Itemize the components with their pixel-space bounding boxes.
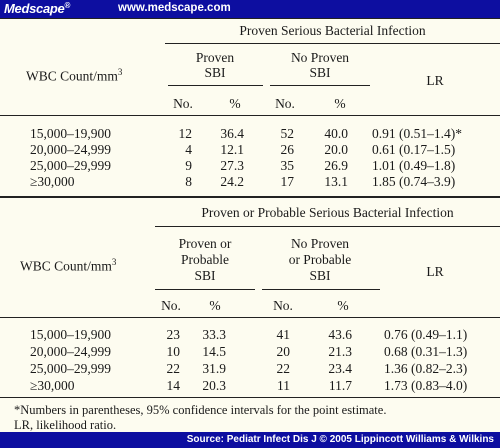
- table1-col-no2: No.: [275, 96, 295, 111]
- table1-header-rule: [0, 115, 500, 116]
- table1-col-pct1: %: [229, 96, 241, 111]
- table1-title: Proven Serious Bacterial Infection: [239, 23, 426, 38]
- table1-col-pct2: %: [334, 96, 346, 111]
- table-row-lr: 1.01 (0.49–1.8): [372, 158, 456, 173]
- table-row-p2: 40.0: [324, 126, 348, 141]
- table-row-p2: 21.3: [328, 344, 352, 359]
- table-row-p1: 36.4: [220, 126, 244, 141]
- table2-row-header: WBC Count/mm3: [20, 255, 116, 274]
- table-row-n1: 4: [185, 142, 192, 157]
- table-row-p2: 23.4: [328, 361, 352, 376]
- site-url-link[interactable]: www.medscape.com: [118, 2, 231, 14]
- table-row-n1: 14: [166, 378, 181, 393]
- table-row-n2: 11: [277, 378, 290, 393]
- table1-group1-line1: Proven: [195, 50, 235, 65]
- table-row-range: 15,000–19,900: [30, 327, 111, 342]
- top-banner: Medscape® www.medscape.com: [0, 0, 500, 18]
- table2-group2-line1: No Proven: [290, 236, 350, 251]
- footnote-ci: *Numbers in parentheses, 95% confidence …: [14, 403, 387, 417]
- table-row-n2: 52: [280, 126, 295, 141]
- table-row-p1: 27.3: [220, 158, 244, 173]
- table2-col-no2: No.: [273, 298, 293, 313]
- table1-lr-header: LR: [426, 73, 444, 88]
- table-row-range: ≥30,000: [30, 378, 75, 393]
- table1-title-rule: [165, 43, 500, 44]
- table2-col-pct2: %: [337, 298, 349, 313]
- source-bar: Source: Pediatr Infect Dis J © 2005 Lipp…: [0, 432, 500, 448]
- brand-name: Medscape: [4, 1, 65, 16]
- table1-group2-rule: [270, 85, 370, 86]
- table-row-lr: 0.76 (0.49–1.1): [384, 327, 468, 342]
- table-row-lr: 1.73 (0.83–4.0): [384, 378, 468, 393]
- table2-row-header-text: WBC Count/mm: [20, 258, 112, 274]
- table1-group2-line1: No Proven: [290, 50, 350, 65]
- table2-header-rule: [0, 317, 500, 318]
- table-row-range: ≥30,000: [30, 174, 75, 189]
- table-row-p2: 11.7: [328, 378, 352, 393]
- table-row-n1: 22: [166, 361, 181, 376]
- table-row-n1: 8: [185, 174, 192, 189]
- table1-group1-line2: SBI: [204, 65, 226, 80]
- table-row-lr: 0.91 (0.51–1.4)*: [372, 126, 462, 141]
- table-row-p1: 20.3: [202, 378, 226, 393]
- table-row-p2: 26.9: [324, 158, 348, 173]
- table-row-p1: 31.9: [202, 361, 226, 376]
- source-credit: Source: Pediatr Infect Dis J © 2005 Lipp…: [186, 434, 494, 445]
- table-row-lr: 1.85 (0.74–3.9): [372, 174, 456, 189]
- table-row-n1: 10: [166, 344, 181, 359]
- table-row-lr: 0.61 (0.17–1.5): [372, 142, 456, 157]
- table-row-n2: 35: [280, 158, 295, 173]
- table2-group1-rule: [155, 289, 255, 290]
- table2-group1-line2: Probable: [181, 252, 229, 267]
- table2-group2-rule: [262, 289, 380, 290]
- table-row-n1: 23: [166, 327, 181, 342]
- table2-group1-line3: SBI: [194, 268, 216, 283]
- table1-group1-rule: [168, 85, 263, 86]
- table2-col-no1: No.: [161, 298, 181, 313]
- table2-title-rule: [155, 226, 500, 227]
- table-row-lr: 0.68 (0.31–1.3): [384, 344, 468, 359]
- table-row-p2: 13.1: [324, 174, 348, 189]
- table-row-range: 25,000–29,999: [30, 361, 111, 376]
- table-row-n2: 26: [280, 142, 295, 157]
- brand-registered-mark: ®: [64, 1, 71, 10]
- table-row-range: 15,000–19,900: [30, 126, 111, 141]
- table1-col-no1: No.: [173, 96, 193, 111]
- table-row-n2: 20: [276, 344, 291, 359]
- table-row-n2: 22: [276, 361, 291, 376]
- table-row-range: 20,000–24,999: [30, 344, 111, 359]
- table-row-lr: 1.36 (0.82–2.3): [384, 361, 468, 376]
- table1-row-header-text: WBC Count/mm: [26, 68, 118, 84]
- table-row-n1: 12: [178, 126, 193, 141]
- table2-bottom-rule: [0, 397, 500, 398]
- table-row-p1: 33.3: [202, 327, 226, 342]
- table2-group2-line3: SBI: [309, 268, 331, 283]
- footnote-lr: LR, likelihood ratio.: [14, 418, 117, 432]
- table2-title: Proven or Probable Serious Bacterial Inf…: [201, 205, 454, 220]
- table-row-range: 25,000–29,999: [30, 158, 111, 173]
- table1-top-rule: [0, 18, 500, 19]
- table2-col-pct1: %: [209, 298, 221, 313]
- table1-row-header-sup: 3: [117, 67, 123, 77]
- medscape-logo[interactable]: Medscape®: [4, 1, 70, 16]
- table1-group2-line2: SBI: [309, 65, 331, 80]
- table1-row-header: WBC Count/mm3: [26, 65, 122, 84]
- table-row-p2: 43.6: [328, 327, 352, 342]
- table-row-n2: 17: [280, 174, 295, 189]
- table-row-n2: 41: [276, 327, 291, 342]
- table-row-p1: 24.2: [220, 174, 244, 189]
- table-row-range: 20,000–24,999: [30, 142, 111, 157]
- table2-group1-line1: Proven or: [178, 236, 232, 251]
- table-row-p2: 20.0: [324, 142, 348, 157]
- table2-lr-header: LR: [426, 264, 444, 279]
- table1-bottom-rule: [0, 196, 500, 198]
- table-row-p1: 14.5: [202, 344, 226, 359]
- table-row-p1: 12.1: [220, 142, 244, 157]
- table-row-n1: 9: [185, 158, 192, 173]
- table2-group2-line2: or Probable: [288, 252, 352, 267]
- table2-row-header-sup: 3: [111, 257, 117, 267]
